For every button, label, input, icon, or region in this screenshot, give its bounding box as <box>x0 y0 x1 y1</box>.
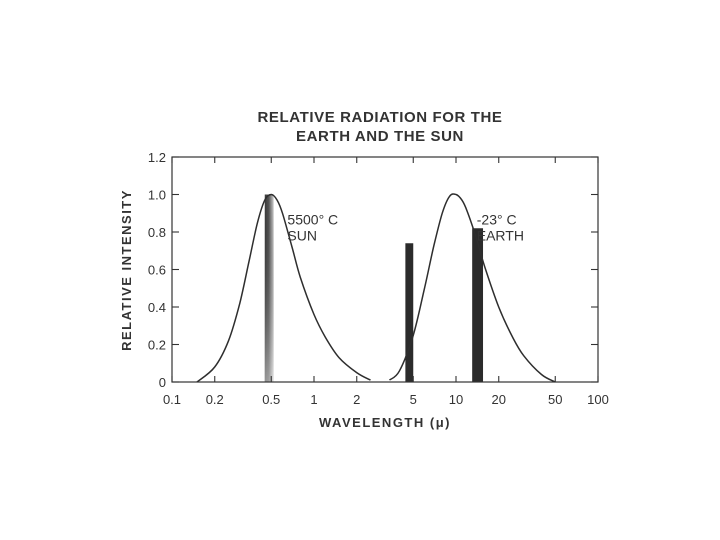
y-tick-label-6: 1.2 <box>148 150 166 165</box>
annotation-0-line-0: 5500° C <box>287 211 338 227</box>
y-tick-label-3: 0.6 <box>148 263 166 278</box>
y-tick-label-5: 1.0 <box>148 188 166 203</box>
x-axis: 0.1 0.2 0.5 1 2 5 10 20 50 100 <box>163 157 609 407</box>
y-tick-label-4: 0.8 <box>148 225 166 240</box>
x-tick-label-2: 0.5 <box>262 392 280 407</box>
x-tick-label-4: 2 <box>353 392 360 407</box>
x-axis-title: WAVELENGTH (μ) <box>319 415 451 430</box>
x-tick-label-3: 1 <box>310 392 317 407</box>
curves <box>196 193 556 383</box>
highlight-bands <box>264 194 484 382</box>
y-tick-label-1: 0.2 <box>148 338 166 353</box>
x-tick-label-7: 20 <box>492 392 506 407</box>
plot-frame <box>171 156 599 383</box>
annotation-1-line-1: EARTH <box>477 227 524 243</box>
y-axis: 0 0.2 0.4 0.6 0.8 1.0 1.2 <box>148 150 598 390</box>
x-tick-label-5: 5 <box>410 392 417 407</box>
x-tick-label-9: 100 <box>587 392 609 407</box>
y-tick-label-2: 0.4 <box>148 300 166 315</box>
x-tick-label-1: 0.2 <box>206 392 224 407</box>
chart-title: RELATIVE RADIATION FOR THE EARTH AND THE… <box>200 108 560 146</box>
band-0-shade <box>264 194 274 382</box>
chart-title-line-1: RELATIVE RADIATION FOR THE <box>257 109 503 126</box>
annotation-1-line-0: -23° C <box>477 211 517 227</box>
y-axis-title: RELATIVE INTENSITY <box>119 189 134 351</box>
band-2 <box>472 228 484 382</box>
band-1 <box>405 243 414 382</box>
curve-0 <box>196 193 371 383</box>
x-tick-label-8: 50 <box>548 392 562 407</box>
x-tick-label-6: 10 <box>449 392 463 407</box>
y-tick-label-0: 0 <box>159 375 166 390</box>
chart-title-line-2: EARTH AND THE SUN <box>296 128 464 145</box>
curve-1 <box>388 193 556 383</box>
annotation-0-line-1: SUN <box>287 227 317 243</box>
x-tick-label-0: 0.1 <box>163 392 181 407</box>
